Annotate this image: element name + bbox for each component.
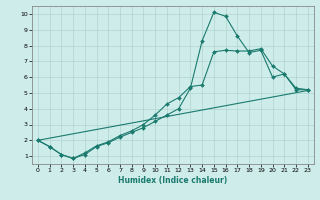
X-axis label: Humidex (Indice chaleur): Humidex (Indice chaleur) <box>118 176 228 185</box>
